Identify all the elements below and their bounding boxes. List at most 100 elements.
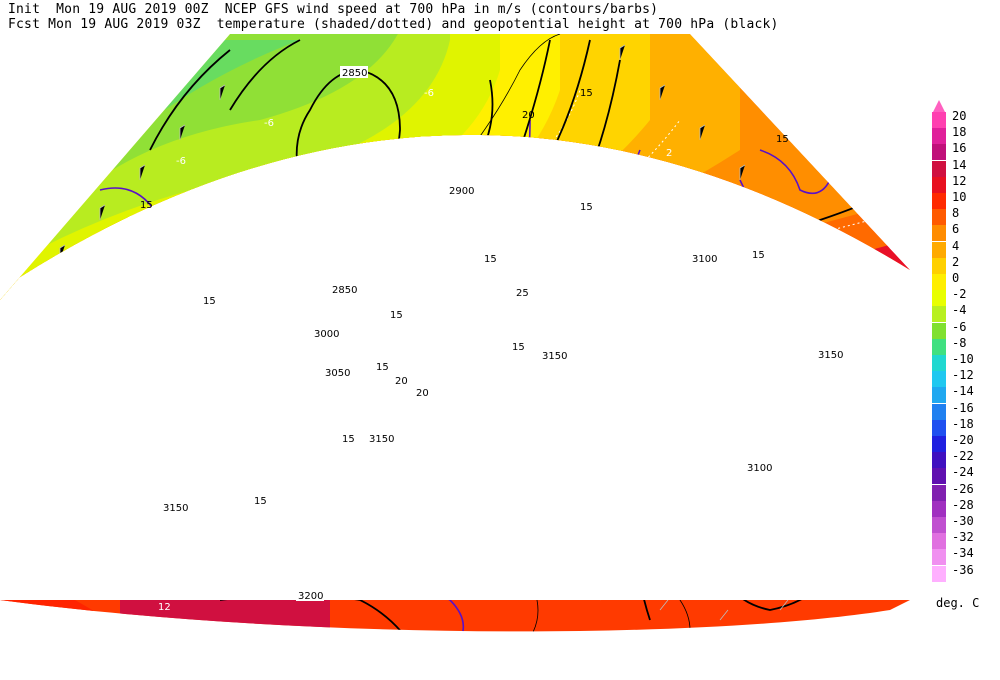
height-label: 2850 <box>332 285 357 296</box>
legend-swatch <box>932 403 946 420</box>
legend-swatch <box>932 193 946 209</box>
wind-label: 15 <box>203 296 216 307</box>
legend-swatch <box>932 274 946 290</box>
height-label: 3200 <box>298 591 323 602</box>
legend-swatch <box>932 468 946 485</box>
legend-swatch <box>932 290 946 307</box>
height-label: 2900 <box>449 186 474 197</box>
temp-label: 12 <box>888 288 901 299</box>
height-label: 3150 <box>542 351 567 362</box>
legend-label: 18 <box>952 125 967 140</box>
legend-swatch <box>932 387 946 404</box>
temp-label: 8 <box>522 468 528 479</box>
wind-label: 15 <box>390 310 403 321</box>
legend-label: -12 <box>952 368 974 383</box>
legend-label: 14 <box>952 157 967 172</box>
wind-label: 15 <box>140 200 153 211</box>
legend-label: -32 <box>952 530 974 545</box>
temp-label: 4 <box>88 448 94 459</box>
legend-swatch <box>932 533 946 550</box>
temp-label: -4 <box>232 304 242 315</box>
height-label: 3150 <box>369 434 394 445</box>
legend-swatch <box>932 257 946 274</box>
color-legend: 20 18 16 14 12 10 8 6 4 2 0 -2 -4 -6 -8 -10 -12 -14 -16 -18… <box>932 100 992 582</box>
height-label: 3100 <box>692 254 717 265</box>
wind-label: 25 <box>516 288 529 299</box>
temp-label: 10 <box>200 512 213 523</box>
legend-label: -34 <box>952 546 974 561</box>
wind-label: 15 <box>376 362 389 373</box>
temp-label: -6 <box>176 156 186 167</box>
legend-swatch <box>932 371 946 388</box>
wind-barbs <box>19 44 889 621</box>
temp-label: -6 <box>424 88 434 99</box>
legend-swatch <box>932 565 946 582</box>
legend-swatch <box>932 549 946 566</box>
legend-label: -14 <box>952 384 974 399</box>
legend-swatch <box>932 419 946 436</box>
legend-swatch <box>932 500 946 517</box>
legend-label: -16 <box>952 400 974 415</box>
temp-label: 6 <box>60 500 66 511</box>
height-label: 3150 <box>818 350 843 361</box>
height-label: 2850 <box>342 68 367 79</box>
temp-label: -6 <box>264 118 274 129</box>
wind-label: 15 <box>776 134 789 145</box>
wind-labels: 15 15 15 15 15 15 15 15 15 15 20 20 20 2… <box>140 88 789 507</box>
legend-label: 2 <box>952 254 960 269</box>
temperature-contours <box>0 89 911 561</box>
legend-label: 20 <box>952 109 967 123</box>
header-init-line: Init Mon 19 AUG 2019 00Z NCEP GFS wind s… <box>8 2 659 17</box>
legend-label: -28 <box>952 497 974 512</box>
legend-label: -2 <box>952 287 967 302</box>
legend-swatch <box>932 322 946 339</box>
height-label: 3000 <box>314 329 339 340</box>
legend-swatch <box>932 160 946 177</box>
legend-swatch <box>932 209 946 226</box>
legend-label: -4 <box>952 303 967 318</box>
legend-label: -26 <box>952 481 974 496</box>
wind-label: 15 <box>752 250 765 261</box>
legend-label: 10 <box>952 190 967 204</box>
legend-swatch <box>932 436 946 452</box>
legend-label: -10 <box>952 352 974 366</box>
temp-label: 14 <box>890 378 903 389</box>
legend-swatch <box>932 112 946 128</box>
height-labels: 2850 2900 2850 3000 3050 3100 3150 3150 … <box>161 66 844 602</box>
wind-label: 20 <box>416 388 429 399</box>
legend-label: -22 <box>952 449 974 464</box>
legend-swatch <box>932 452 946 469</box>
temp-label: 12 <box>158 602 171 613</box>
wind-label: 20 <box>522 110 535 121</box>
temp-label: 10 <box>858 474 871 485</box>
legend-label: -20 <box>952 433 974 447</box>
temp-label: 6 <box>818 264 824 275</box>
legend-swatch <box>932 176 946 193</box>
legend-label: 12 <box>952 173 967 188</box>
temp-label: -2 <box>56 276 66 287</box>
legend-swatch <box>932 306 946 323</box>
legend-swatch <box>932 144 946 161</box>
legend-label: 6 <box>952 222 960 237</box>
legend-arrow-icon <box>932 100 946 114</box>
legend-label: -6 <box>952 319 967 334</box>
legend-label: -36 <box>952 562 974 577</box>
legend-units: deg. C <box>936 596 980 610</box>
legend-label: -18 <box>952 416 974 431</box>
legend-label: 4 <box>952 238 960 253</box>
legend-label: 0 <box>952 271 960 285</box>
header-forecast-line: Fcst Mon 19 AUG 2019 03Z temperature (sh… <box>8 17 779 32</box>
wind-label: 15 <box>512 342 525 353</box>
wind-label: 15 <box>254 496 267 507</box>
legend-swatch <box>932 517 946 533</box>
legend-swatch <box>932 338 946 355</box>
wind-label: 15 <box>580 202 593 213</box>
legend-label: 16 <box>952 141 967 156</box>
height-label: 3050 <box>325 368 350 379</box>
legend-swatch <box>932 128 946 145</box>
height-label: 3100 <box>747 463 772 474</box>
height-contours <box>0 39 911 661</box>
legend-swatch <box>932 225 946 242</box>
legend-swatch <box>932 484 946 501</box>
